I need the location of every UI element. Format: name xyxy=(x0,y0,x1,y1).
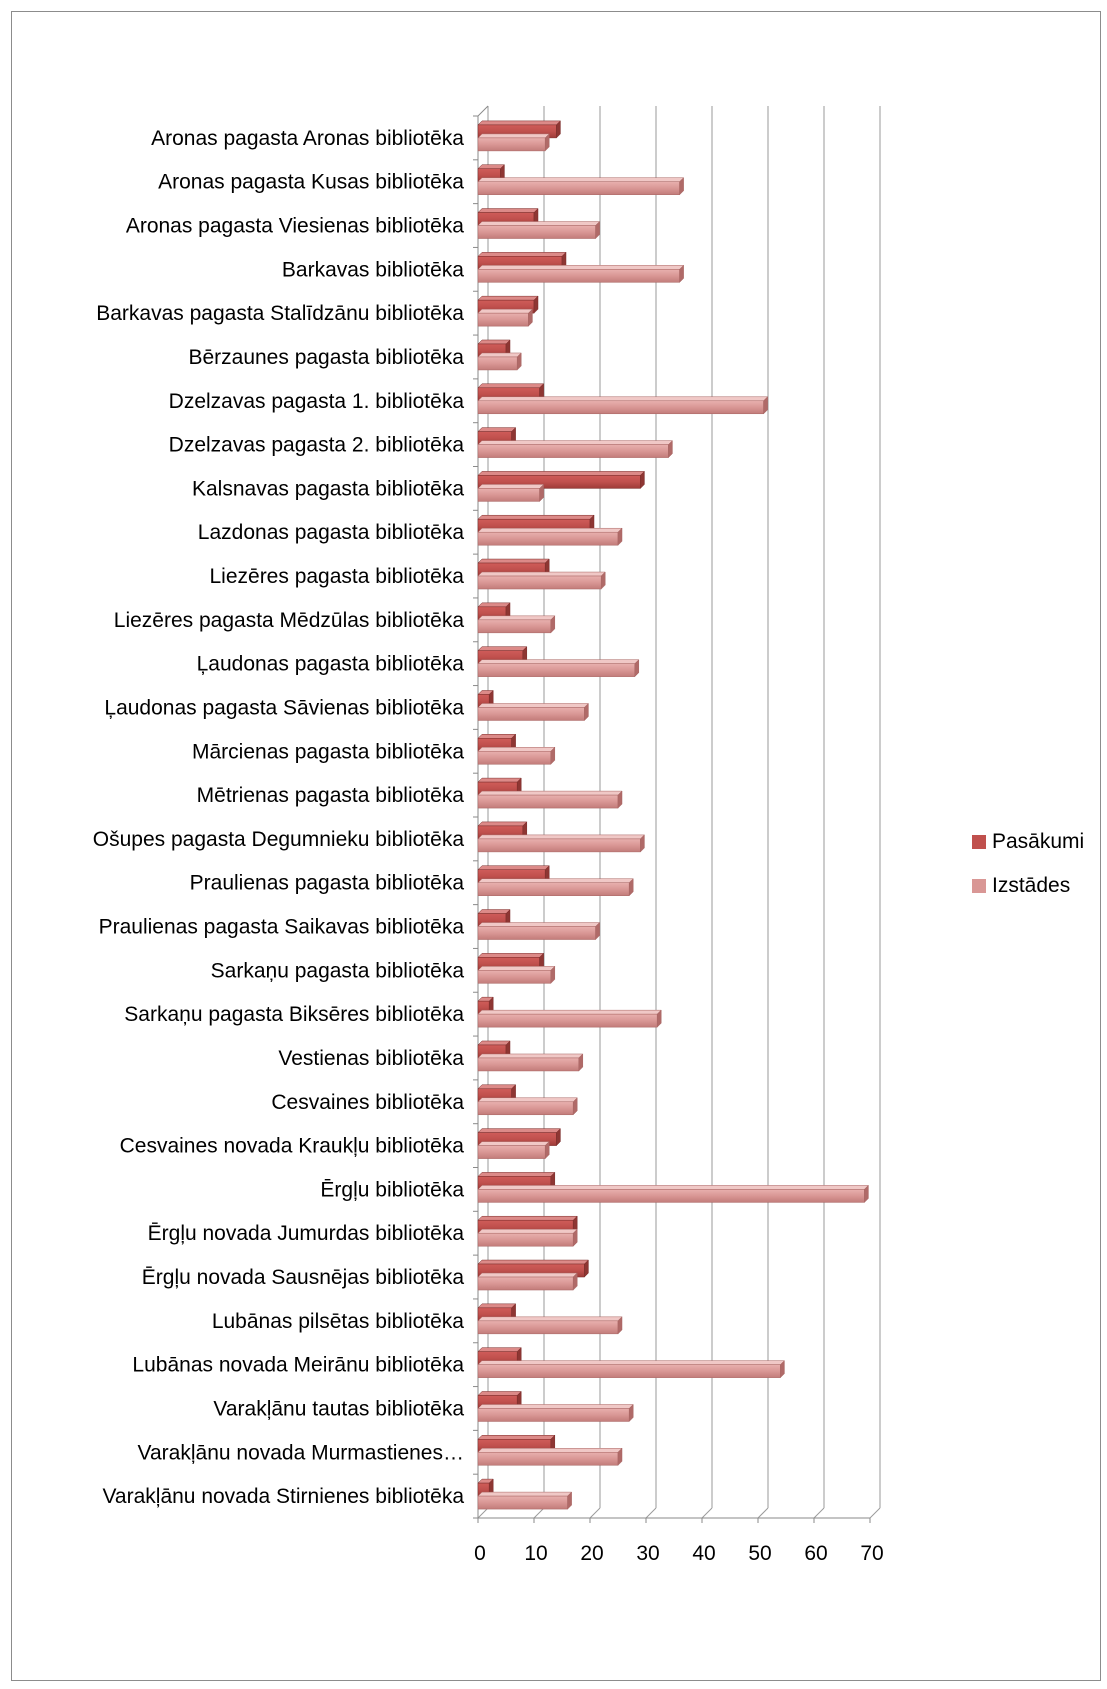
category-labels: Aronas pagasta Aronas bibliotēka Aronas p… xyxy=(93,127,465,1508)
x-tick-label: 0 xyxy=(474,1542,486,1565)
category-label: Vestienas bibliotēka xyxy=(278,1047,464,1070)
category-label: Barkavas pagasta Stalīdzānu bibliotēka xyxy=(96,302,464,325)
bar-izstades xyxy=(477,1447,623,1466)
category-label: Kalsnavas pagasta bibliotēka xyxy=(192,477,464,500)
category-label: Praulienas pagasta bibliotēka xyxy=(190,872,465,895)
legend-item-izstades: Izstādes xyxy=(972,872,1107,900)
category-label: Aronas pagasta Kusas bibliotēka xyxy=(158,171,464,194)
bar-izstades xyxy=(477,746,556,765)
bar-izstades xyxy=(477,1053,584,1072)
legend-label-pasakumi: Pasākumi xyxy=(992,830,1085,853)
category-label: Barkavas bibliotēka xyxy=(282,258,464,281)
bar-izstades xyxy=(477,659,640,678)
category-label: Dzelzavas pagasta 1. bibliotēka xyxy=(169,390,465,413)
category-label: Mētrienas pagasta bibliotēka xyxy=(197,784,465,807)
category-label: Praulienas pagasta Saikavas bibliotēka xyxy=(99,916,465,939)
bar-izstades xyxy=(477,1097,578,1116)
x-tick-label: 60 xyxy=(804,1542,827,1565)
category-label: Varakļānu tautas bibliotēka xyxy=(213,1397,464,1420)
category-label: Bērzaunes pagasta bibliotēka xyxy=(188,346,464,369)
bar-izstades xyxy=(477,790,623,809)
category-label: Liezēres pagasta bibliotēka xyxy=(209,565,464,588)
bar-izstades xyxy=(477,396,769,415)
category-label: Dzelzavas pagasta 2. bibliotēka xyxy=(169,434,465,457)
x-tick-label: 70 xyxy=(860,1542,883,1565)
category-label: Aronas pagasta Aronas bibliotēka xyxy=(151,127,464,150)
bar-izstades xyxy=(477,702,590,722)
category-label: Lazdonas pagasta bibliotēka xyxy=(198,521,465,544)
bar-izstades xyxy=(477,220,601,240)
y-axis-depth xyxy=(477,105,489,117)
bar-izstades xyxy=(477,439,674,459)
bar-izstades xyxy=(477,1316,623,1335)
grid-lines xyxy=(473,105,881,1523)
category-label: Varakļānu novada Murmastienes… xyxy=(138,1441,464,1464)
bar-izstades xyxy=(477,308,534,327)
gridline-floor xyxy=(813,1507,825,1519)
category-label: Varakļānu novada Stirnienes bibliotēka xyxy=(102,1485,464,1508)
x-tick-label: 30 xyxy=(636,1542,659,1565)
bar-izstades xyxy=(477,177,685,196)
legend-item-pasakumi: Pasākumi xyxy=(972,828,1107,856)
gridline-floor xyxy=(701,1507,713,1519)
x-tick-label: 40 xyxy=(692,1542,715,1565)
bar-izstades xyxy=(477,1491,573,1510)
category-label: Ošupes pagasta Degumnieku bibliotēka xyxy=(93,828,465,851)
bar-pasakumi xyxy=(477,470,646,490)
bar-izstades xyxy=(477,1140,550,1160)
legend: Pasākumi Izstādes xyxy=(972,828,1107,916)
bar-izstades xyxy=(477,834,646,853)
bars xyxy=(477,120,870,1510)
category-label: Mārcienas pagasta bibliotēka xyxy=(192,740,464,763)
category-label: Ērgļu novada Jumurdas bibliotēka xyxy=(148,1222,465,1245)
bar-izstades xyxy=(477,483,545,503)
chart-frame: Aronas pagasta Aronas bibliotēka Aronas p… xyxy=(11,11,1101,1681)
bar-izstades xyxy=(477,1403,634,1423)
category-label: Ļaudonas pagasta bibliotēka xyxy=(197,653,465,676)
x-tick-labels: 0 10 20 30 40 50 60 70 xyxy=(474,1542,884,1565)
x-tick-label: 10 xyxy=(524,1542,547,1565)
gridline-floor xyxy=(589,1507,601,1519)
gridline-floor xyxy=(869,1507,881,1519)
bar-izstades xyxy=(477,352,522,371)
bar-izstades xyxy=(477,1272,578,1291)
bar-izstades xyxy=(477,965,556,984)
x-tick-label: 20 xyxy=(580,1542,603,1565)
legend-label-izstades: Izstādes xyxy=(992,874,1071,897)
category-label: Sarkaņu pagasta bibliotēka xyxy=(211,959,465,982)
bar-izstades xyxy=(477,878,634,897)
category-label: Lubānas novada Meirānu bibliotēka xyxy=(132,1354,464,1377)
category-label: Aronas pagasta Viesienas bibliotēka xyxy=(126,215,464,238)
x-tick-label: 50 xyxy=(748,1542,771,1565)
category-label: Cesvaines novada Kraukļu bibliotēka xyxy=(120,1135,465,1158)
category-label: Ērgļu novada Sausnējas bibliotēka xyxy=(142,1266,465,1289)
bar-izstades xyxy=(477,571,606,590)
category-label: Liezēres pagasta Mēdzūlas bibliotēka xyxy=(114,609,465,632)
bar-chart: Aronas pagasta Aronas bibliotēka Aronas p… xyxy=(93,105,884,1565)
category-label: Ļaudonas pagasta Sāvienas bibliotēka xyxy=(104,696,464,719)
gridline-floor xyxy=(645,1507,657,1519)
category-label: Cesvaines bibliotēka xyxy=(271,1091,464,1114)
bar-izstades xyxy=(477,1184,870,1204)
bar-izstades xyxy=(477,615,556,634)
bar-izstades xyxy=(477,1228,578,1247)
bar-izstades xyxy=(477,527,623,546)
bar-izstades xyxy=(477,1360,786,1379)
legend-swatch-izstades xyxy=(972,879,986,893)
category-label: Lubānas pilsētas bibliotēka xyxy=(212,1310,464,1333)
bar-izstades xyxy=(477,264,685,283)
gridline-floor xyxy=(533,1507,545,1519)
bar-izstades xyxy=(477,1009,662,1028)
gridline-floor xyxy=(757,1507,769,1519)
gridline-floor xyxy=(477,1507,489,1519)
category-label: Ērgļu bibliotēka xyxy=(320,1178,464,1201)
bar-izstades xyxy=(477,921,601,941)
bar-izstades xyxy=(477,133,550,152)
legend-swatch-pasakumi xyxy=(972,835,986,849)
category-label: Sarkaņu pagasta Biksēres bibliotēka xyxy=(124,1003,464,1026)
